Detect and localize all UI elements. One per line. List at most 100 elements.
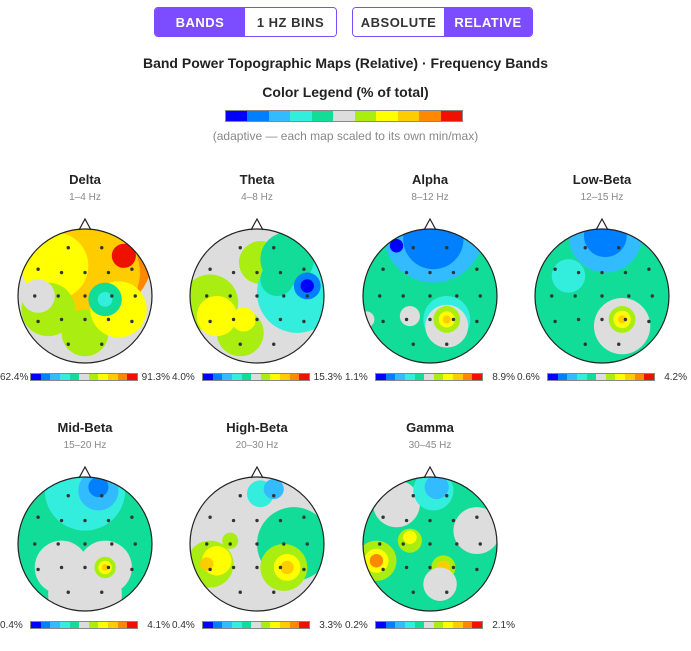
scale-swatch-2 bbox=[222, 622, 232, 628]
electrode-dot bbox=[106, 317, 111, 322]
nose-marker bbox=[250, 465, 264, 479]
scale-swatch-8 bbox=[108, 374, 118, 380]
view-toggle: BANDS 1 HZ BINS bbox=[154, 7, 337, 37]
electrode-dot bbox=[478, 294, 482, 298]
electrode-dot bbox=[231, 270, 236, 275]
scale-swatch-5 bbox=[79, 622, 89, 628]
map-title: Mid-Beta bbox=[57, 420, 113, 435]
scale-swatch-7 bbox=[270, 622, 281, 628]
electrode-dot bbox=[278, 317, 283, 322]
map-max-value: 91.3% bbox=[141, 372, 170, 383]
head-topomap bbox=[17, 465, 153, 612]
electrode-dot bbox=[478, 542, 482, 546]
nose-marker bbox=[423, 465, 437, 479]
electrode-dot bbox=[66, 494, 70, 498]
electrode-dot bbox=[100, 590, 104, 594]
electrode-dot bbox=[647, 267, 651, 271]
legend-swatch-2 bbox=[268, 111, 291, 121]
nose-marker bbox=[78, 465, 92, 479]
electrode-dot bbox=[428, 542, 432, 546]
topomap-alpha: Alpha 8–12 Hz 1.1% 8.9% bbox=[345, 172, 515, 402]
electrode-dot bbox=[282, 294, 286, 298]
scale-swatch-5 bbox=[251, 374, 261, 380]
topomap-delta: Delta 1–4 Hz 62.4% 91.3% bbox=[0, 172, 170, 402]
scale-swatch-2 bbox=[50, 374, 60, 380]
map-color-scale bbox=[30, 621, 138, 629]
map-title: Gamma bbox=[406, 420, 454, 435]
scale-swatch-4 bbox=[241, 374, 252, 380]
head-topomap bbox=[189, 465, 325, 612]
map-min-value: 4.0% bbox=[172, 372, 195, 383]
electrode-dot bbox=[455, 542, 459, 546]
map-max-value: 4.1% bbox=[147, 620, 170, 631]
scale-swatch-4 bbox=[414, 622, 425, 628]
electrode-dot bbox=[576, 317, 581, 322]
scale-swatch-0 bbox=[376, 622, 386, 628]
electrode-dot bbox=[282, 542, 286, 546]
page-title: Band Power Topographic Maps (Relative) ·… bbox=[142, 55, 549, 71]
electrode-dot bbox=[83, 270, 87, 275]
scale-swatch-7 bbox=[270, 374, 281, 380]
electrode-dot bbox=[378, 294, 382, 298]
electrode-dot bbox=[573, 294, 577, 298]
power-region-11 bbox=[423, 567, 457, 601]
electrode-dot bbox=[231, 317, 236, 322]
power-region-6 bbox=[196, 296, 237, 337]
electrode-dot bbox=[83, 518, 87, 523]
electrode-dot bbox=[445, 246, 449, 250]
map-frequency-range: 20–30 Hz bbox=[235, 440, 279, 451]
electrode-dot bbox=[583, 342, 587, 346]
absolute-button[interactable]: ABSOLUTE bbox=[353, 8, 444, 36]
electrode-dot bbox=[66, 342, 70, 346]
electrode-dot bbox=[404, 317, 409, 322]
scale-swatch-4 bbox=[241, 622, 252, 628]
scale-swatch-10 bbox=[299, 622, 310, 628]
electrode-dot bbox=[650, 294, 654, 298]
electrode-dot bbox=[255, 270, 259, 275]
electrode-dot bbox=[106, 518, 111, 523]
electrode-dot bbox=[401, 294, 405, 298]
scale-swatch-5 bbox=[251, 622, 261, 628]
scale-swatch-1 bbox=[212, 374, 223, 380]
electrode-dot bbox=[445, 590, 449, 594]
legend-swatch-0 bbox=[226, 111, 248, 121]
scale-swatch-1 bbox=[385, 374, 396, 380]
head-topomap bbox=[17, 217, 153, 364]
power-region-8 bbox=[442, 315, 451, 324]
nose-marker bbox=[78, 217, 92, 231]
scale-swatch-7 bbox=[615, 374, 626, 380]
scale-swatch-7 bbox=[443, 374, 454, 380]
1hz-bins-button[interactable]: 1 HZ BINS bbox=[245, 8, 336, 36]
scale-swatch-7 bbox=[443, 622, 454, 628]
electrode-dot bbox=[83, 542, 87, 546]
electrode-dot bbox=[378, 542, 382, 546]
scale-swatch-6 bbox=[88, 374, 99, 380]
topomap-high-beta: High-Beta 20–30 Hz 0.4% 3.3% bbox=[172, 420, 342, 650]
power-region-8 bbox=[111, 243, 136, 268]
scale-swatch-6 bbox=[433, 622, 444, 628]
relative-button[interactable]: RELATIVE bbox=[444, 8, 532, 36]
electrode-dot bbox=[130, 567, 134, 572]
power-region-7 bbox=[280, 560, 294, 575]
power-region-9 bbox=[389, 239, 404, 253]
electrode-dot bbox=[428, 565, 432, 570]
scale-swatch-4 bbox=[69, 622, 80, 628]
electrode-dot bbox=[381, 567, 385, 572]
head-topomap bbox=[534, 217, 670, 364]
electrode-dot bbox=[411, 342, 415, 346]
head-outline bbox=[362, 228, 498, 364]
electrode-dot bbox=[455, 294, 459, 298]
electrode-dot bbox=[238, 590, 242, 594]
electrode-dot bbox=[302, 515, 306, 519]
electrode-dot bbox=[231, 518, 236, 523]
electrode-dot bbox=[255, 518, 259, 523]
scale-swatch-0 bbox=[376, 374, 386, 380]
map-title: Delta bbox=[69, 172, 101, 187]
map-min-value: 1.1% bbox=[345, 372, 368, 383]
scale-toggle: ABSOLUTE RELATIVE bbox=[352, 7, 533, 37]
electrode-dot bbox=[130, 267, 134, 271]
electrode-dot bbox=[445, 494, 449, 498]
power-region-4 bbox=[399, 306, 420, 327]
bands-button[interactable]: BANDS bbox=[155, 8, 245, 36]
electrode-dot bbox=[623, 270, 628, 275]
